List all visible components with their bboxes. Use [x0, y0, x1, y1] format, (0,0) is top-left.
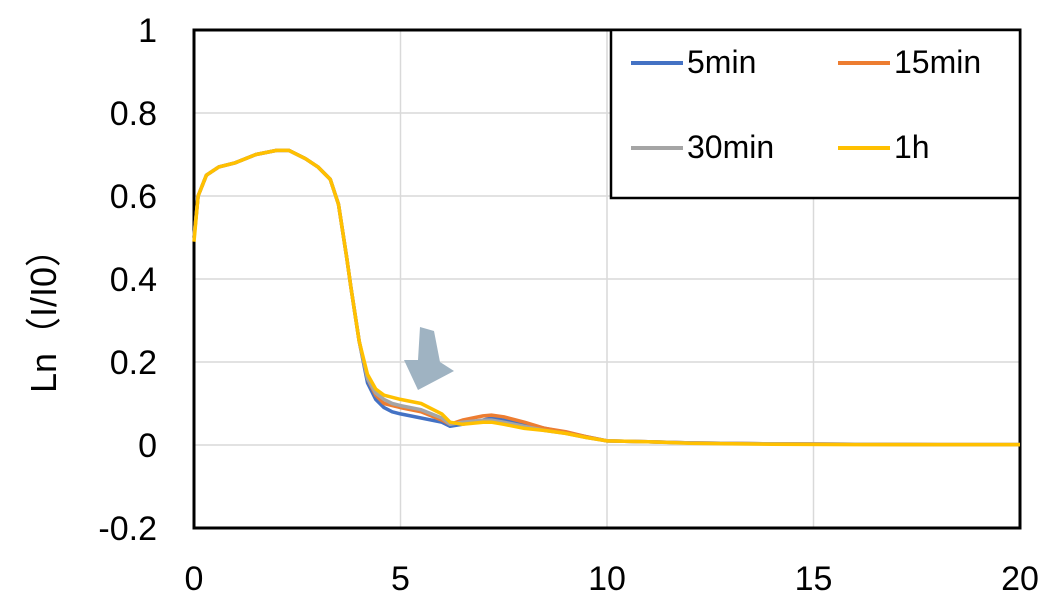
x-tick-label: 10 [588, 560, 626, 596]
y-tick-label: 0.8 [110, 95, 157, 133]
y-tick-label: 0 [138, 427, 157, 465]
legend-box [609, 28, 1022, 200]
legend: 5min 15min 30min 1h [609, 28, 1022, 200]
annotation-arrow [404, 327, 454, 390]
x-tick-label: 20 [1001, 560, 1039, 596]
legend-label: 15min [894, 44, 981, 80]
down-arrow-icon [404, 327, 454, 390]
tick-labels: 0 5 10 15 20 1 0.8 0.6 0.4 0.2 0 -0.2 [98, 12, 1039, 596]
y-tick-label: 0.4 [110, 261, 157, 299]
y-axis-title: Ln（I/I0） [23, 231, 64, 393]
y-tick-label: -0.2 [98, 510, 157, 548]
legend-label: 30min [687, 129, 774, 165]
y-tick-label: 1 [138, 12, 157, 50]
y-tick-label: 0.2 [110, 344, 157, 382]
x-tick-label: 0 [185, 560, 204, 596]
plot-area-frame [192, 28, 1022, 530]
series-line-1h [192, 148, 1020, 447]
legend-label: 5min [687, 44, 756, 80]
x-tick-label: 5 [391, 560, 410, 596]
legend-label: 1h [894, 129, 930, 165]
y-tick-label: 0.6 [110, 178, 157, 216]
series-lines [192, 148, 1020, 447]
x-tick-label: 15 [795, 560, 833, 596]
